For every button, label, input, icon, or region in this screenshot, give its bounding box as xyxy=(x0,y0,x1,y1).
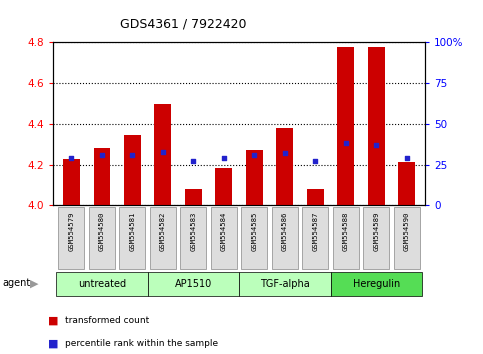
FancyBboxPatch shape xyxy=(89,207,115,269)
Point xyxy=(312,159,319,164)
FancyBboxPatch shape xyxy=(272,207,298,269)
FancyBboxPatch shape xyxy=(394,207,420,269)
Text: GSM554590: GSM554590 xyxy=(404,212,410,251)
Text: agent: agent xyxy=(2,278,30,288)
FancyBboxPatch shape xyxy=(119,207,145,269)
Point xyxy=(189,159,197,164)
Text: ▶: ▶ xyxy=(30,278,39,288)
Bar xyxy=(338,46,354,205)
Text: ■: ■ xyxy=(48,338,59,348)
Bar xyxy=(56,272,148,296)
Text: TGF-alpha: TGF-alpha xyxy=(260,279,310,289)
Bar xyxy=(368,46,384,205)
Bar xyxy=(148,272,239,296)
Point xyxy=(372,142,380,148)
Point xyxy=(128,152,136,158)
Bar xyxy=(246,150,263,205)
Text: GSM554582: GSM554582 xyxy=(160,212,166,251)
Text: GSM554585: GSM554585 xyxy=(251,212,257,251)
Text: GSM554584: GSM554584 xyxy=(221,212,227,251)
Bar xyxy=(276,128,293,205)
Bar xyxy=(239,272,330,296)
Bar xyxy=(185,189,202,205)
Point xyxy=(403,155,411,161)
Bar xyxy=(330,272,422,296)
Bar xyxy=(398,161,415,205)
Text: percentile rank within the sample: percentile rank within the sample xyxy=(65,339,218,348)
Bar xyxy=(155,103,171,205)
Point xyxy=(68,155,75,161)
Point xyxy=(251,152,258,158)
Bar xyxy=(307,189,324,205)
FancyBboxPatch shape xyxy=(363,207,389,269)
FancyBboxPatch shape xyxy=(333,207,359,269)
FancyBboxPatch shape xyxy=(181,207,206,269)
Bar xyxy=(124,135,141,205)
Text: GSM554579: GSM554579 xyxy=(69,212,74,251)
Text: GSM554588: GSM554588 xyxy=(343,212,349,251)
Point xyxy=(159,149,167,154)
Text: AP1510: AP1510 xyxy=(175,279,212,289)
FancyBboxPatch shape xyxy=(211,207,237,269)
Text: Heregulin: Heregulin xyxy=(353,279,400,289)
Text: ■: ■ xyxy=(48,315,59,325)
Point xyxy=(281,150,289,156)
Text: GSM554586: GSM554586 xyxy=(282,212,288,251)
FancyBboxPatch shape xyxy=(150,207,176,269)
FancyBboxPatch shape xyxy=(242,207,267,269)
Text: GSM554589: GSM554589 xyxy=(373,212,379,251)
Text: GSM554583: GSM554583 xyxy=(190,212,197,251)
Text: transformed count: transformed count xyxy=(65,316,149,325)
Text: GSM554587: GSM554587 xyxy=(313,212,318,251)
FancyBboxPatch shape xyxy=(58,207,85,269)
Bar xyxy=(94,148,110,205)
FancyBboxPatch shape xyxy=(302,207,328,269)
Text: GSM554581: GSM554581 xyxy=(129,212,135,251)
Point xyxy=(220,155,227,161)
Text: GSM554580: GSM554580 xyxy=(99,212,105,251)
Point xyxy=(342,141,350,146)
Point xyxy=(98,152,106,158)
Text: GDS4361 / 7922420: GDS4361 / 7922420 xyxy=(120,18,247,31)
Text: untreated: untreated xyxy=(78,279,126,289)
Bar xyxy=(215,168,232,205)
Bar xyxy=(63,159,80,205)
